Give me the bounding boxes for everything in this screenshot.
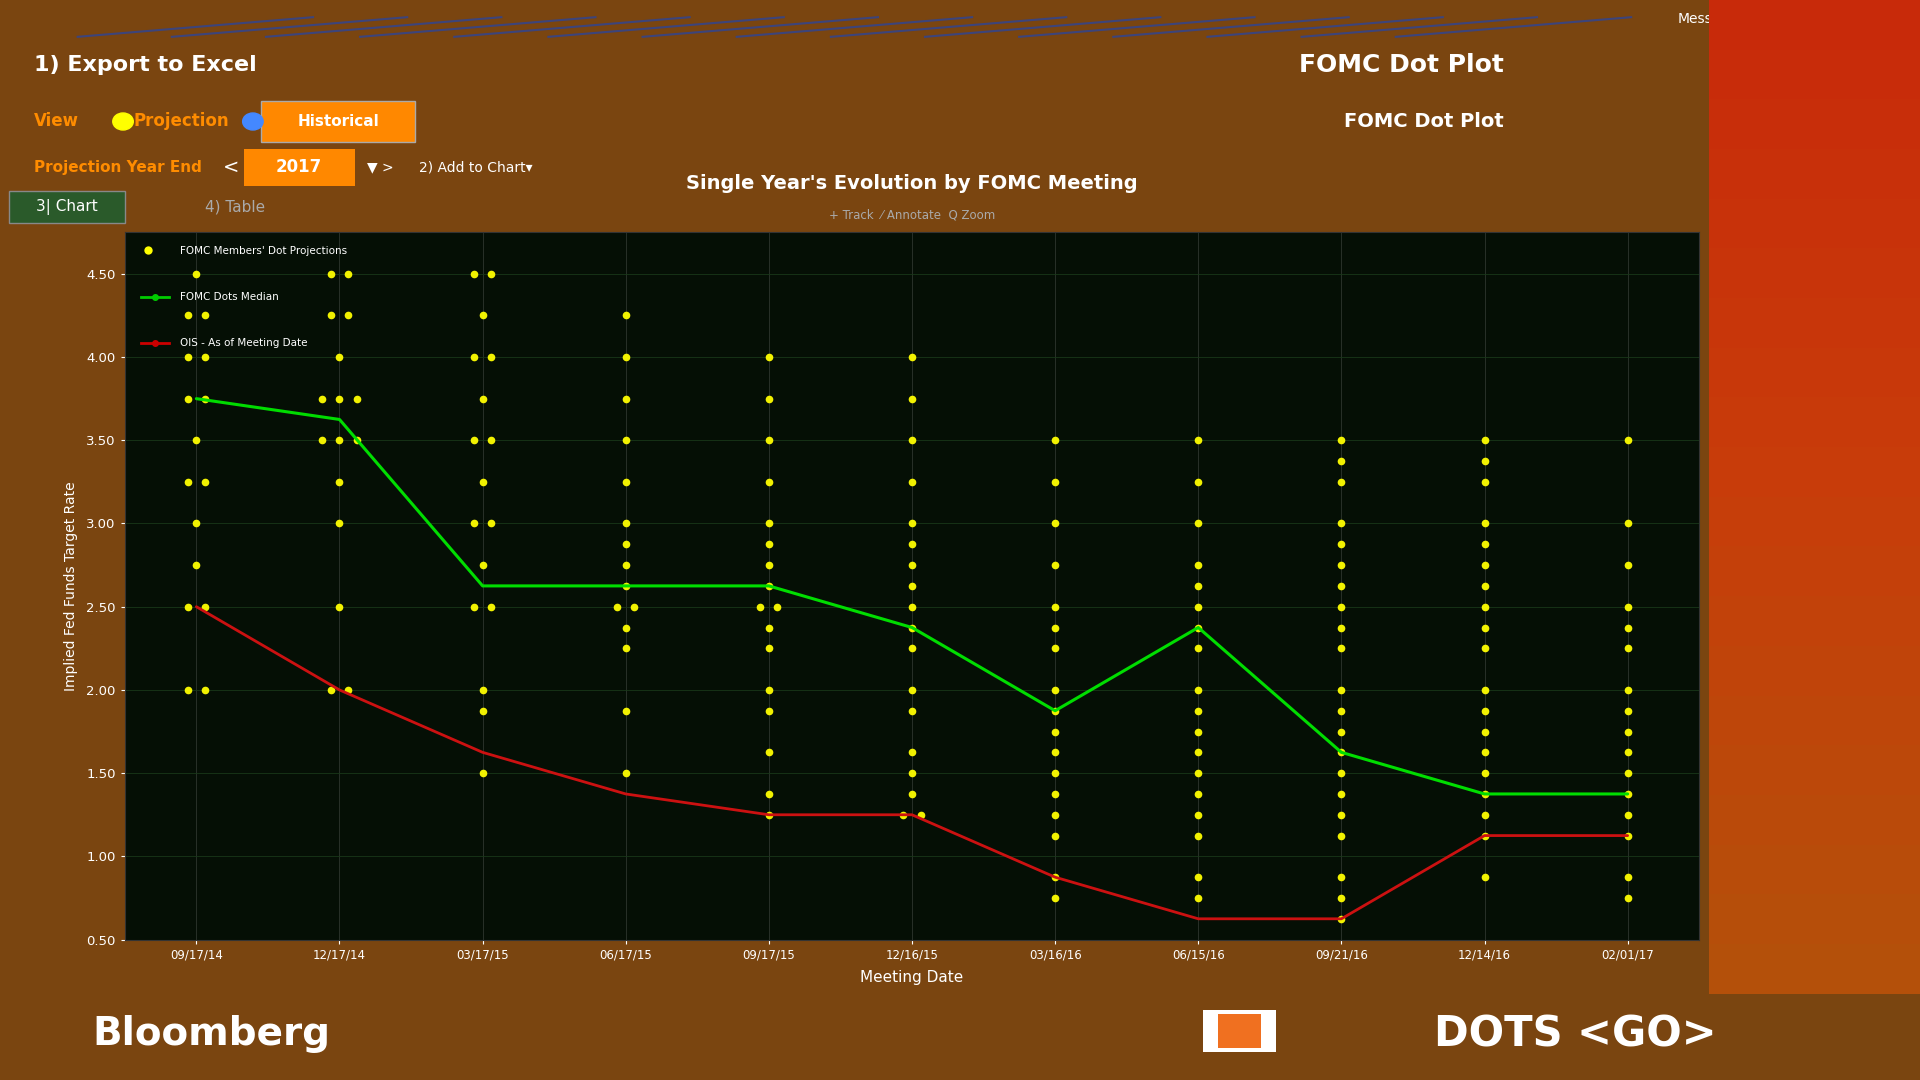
Text: Historical: Historical <box>298 114 380 129</box>
Text: Projection: Projection <box>132 112 228 131</box>
Text: FOMC Members' Dot Projections: FOMC Members' Dot Projections <box>180 246 348 256</box>
Bar <box>1709 696 1920 745</box>
Bar <box>1709 894 1920 944</box>
Ellipse shape <box>113 113 132 130</box>
Y-axis label: Implied Fed Funds Target Rate: Implied Fed Funds Target Rate <box>63 481 79 691</box>
Text: Single Year's Evolution by FOMC Meeting: Single Year's Evolution by FOMC Meeting <box>685 174 1139 193</box>
Text: FOMC Dot Plot: FOMC Dot Plot <box>1298 53 1503 77</box>
Bar <box>1709 397 1920 447</box>
Bar <box>1709 447 1920 497</box>
Bar <box>1709 50 1920 99</box>
Text: FOMC Dot Plot: FOMC Dot Plot <box>1344 112 1503 131</box>
FancyBboxPatch shape <box>261 102 415 141</box>
Text: 1) Export to Excel: 1) Export to Excel <box>35 54 257 75</box>
Bar <box>1204 1010 1277 1052</box>
FancyBboxPatch shape <box>244 149 355 186</box>
Text: ▼ >: ▼ > <box>367 161 394 174</box>
Text: <: < <box>223 158 238 177</box>
Bar <box>1709 248 1920 298</box>
Bar <box>1709 745 1920 795</box>
Bar <box>1709 99 1920 149</box>
Text: Projection Year End: Projection Year End <box>35 160 202 175</box>
X-axis label: Meeting Date: Meeting Date <box>860 970 964 985</box>
Text: Message: Message <box>1678 12 1740 26</box>
Bar <box>1709 0 1920 50</box>
Text: FOMC Dots Median: FOMC Dots Median <box>180 293 278 302</box>
Bar <box>1709 497 1920 546</box>
Bar <box>1217 1014 1261 1048</box>
Bar <box>1709 149 1920 199</box>
Text: OIS - As of Meeting Date: OIS - As of Meeting Date <box>180 338 307 348</box>
Bar <box>1709 199 1920 248</box>
Text: 3| Chart: 3| Chart <box>36 199 98 215</box>
Bar <box>1709 348 1920 397</box>
Text: 2017: 2017 <box>276 159 323 176</box>
Bar <box>1709 596 1920 646</box>
Text: Bloomberg: Bloomberg <box>92 1015 330 1053</box>
Text: 2) Add to Chart▾: 2) Add to Chart▾ <box>419 161 532 174</box>
FancyBboxPatch shape <box>8 191 125 222</box>
Bar <box>1709 646 1920 696</box>
Bar <box>1709 546 1920 596</box>
Text: 4) Table: 4) Table <box>205 200 265 214</box>
Text: + Track  ⁄ Annotate  Q Zoom: + Track ⁄ Annotate Q Zoom <box>829 208 995 221</box>
Ellipse shape <box>242 113 263 130</box>
Bar <box>1709 944 1920 994</box>
Text: DOTS <GO>: DOTS <GO> <box>1434 1013 1716 1055</box>
Bar <box>1709 795 1920 845</box>
Bar <box>1709 845 1920 894</box>
Text: View: View <box>35 112 79 131</box>
Bar <box>1709 298 1920 348</box>
